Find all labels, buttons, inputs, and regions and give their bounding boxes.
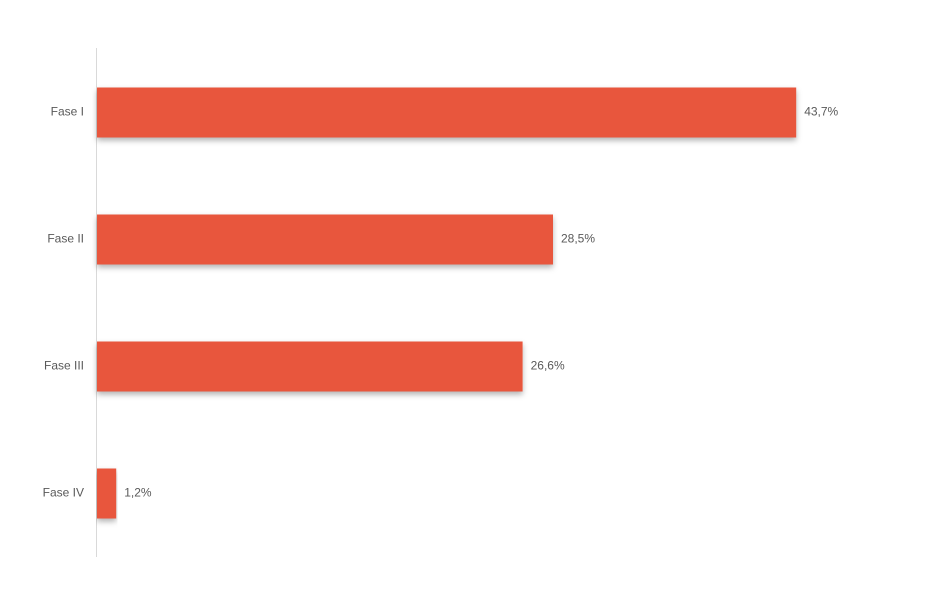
category-label: Fase II: [47, 232, 84, 246]
category-label: Fase I: [51, 105, 84, 119]
category-label: Fase III: [44, 359, 84, 373]
value-label: 1,2%: [124, 486, 152, 500]
bar: [97, 468, 117, 519]
bar: [97, 214, 553, 265]
value-label: 28,5%: [561, 232, 595, 246]
value-label: 26,6%: [531, 359, 565, 373]
bar: [97, 87, 797, 138]
bar: [97, 341, 523, 392]
category-label: Fase IV: [43, 486, 84, 500]
value-label: 43,7%: [804, 105, 838, 119]
